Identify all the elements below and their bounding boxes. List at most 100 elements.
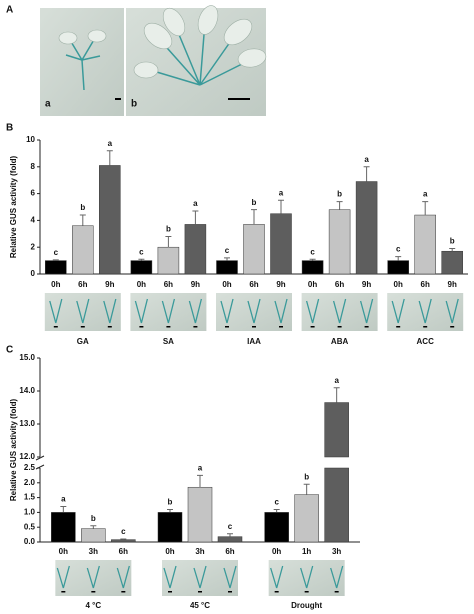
bar <box>441 250 463 275</box>
panel-label: B <box>6 123 13 134</box>
bar <box>355 181 378 275</box>
group-label: ABA <box>331 337 349 346</box>
x-tick-label: 3h <box>89 547 98 556</box>
scale-bar <box>423 326 428 328</box>
y-tick-label: 2 <box>31 242 36 251</box>
scale-bar <box>139 326 144 328</box>
significance-letter: c <box>54 248 59 257</box>
scale-bar <box>337 326 342 328</box>
scale-bar <box>310 326 315 328</box>
significance-letter: c <box>225 246 230 255</box>
x-tick-label: 6h <box>249 280 258 289</box>
error-bar <box>363 166 370 182</box>
x-tick-label: 0h <box>137 280 146 289</box>
significance-letter: a <box>198 464 203 473</box>
bar <box>72 225 94 275</box>
panel-label: A <box>6 5 13 16</box>
seedling <box>188 298 203 324</box>
x-tick-label: 0h <box>222 280 231 289</box>
error-bar <box>165 235 172 248</box>
significance-letter: c <box>310 247 315 256</box>
seedling <box>163 565 177 589</box>
x-tick-label: 0h <box>308 280 317 289</box>
seedling <box>86 565 100 589</box>
seedling <box>49 298 63 324</box>
x-tick-label: 9h <box>276 280 285 289</box>
y-tick-label: 0 <box>31 269 36 278</box>
significance-letter: a <box>364 155 369 164</box>
y-tick-label: 15.0 <box>19 353 35 362</box>
error-bar <box>449 248 456 252</box>
scale-bar <box>80 326 85 328</box>
y-tick-label: 6 <box>31 189 36 198</box>
group-label: 4 °C <box>86 601 102 610</box>
bar <box>387 260 409 275</box>
seedling <box>330 565 344 589</box>
seedling <box>305 298 320 324</box>
group-label: 45 °C <box>190 601 210 610</box>
error-bar <box>60 505 67 513</box>
scale-bar <box>166 326 171 328</box>
significance-letter: b <box>450 237 455 246</box>
significance-letter: b <box>337 190 342 199</box>
x-tick-label: 0h <box>272 547 281 556</box>
error-bar <box>138 258 145 261</box>
bar <box>111 539 136 543</box>
group-label: SA <box>163 337 174 346</box>
x-tick-label: 6h <box>421 280 430 289</box>
seedling <box>220 298 234 324</box>
significance-letter: c <box>228 522 233 531</box>
error-bar <box>336 201 343 210</box>
error-bar <box>303 483 310 495</box>
seedling <box>65 21 251 91</box>
bar <box>187 486 213 543</box>
y-tick-label: 14.0 <box>19 386 35 395</box>
photo <box>216 293 292 331</box>
scale-bar <box>107 326 112 328</box>
y-tick-label: 12.0 <box>19 452 35 461</box>
error-bar <box>106 150 113 166</box>
seedling <box>193 565 207 589</box>
group-label: Drought <box>291 601 322 610</box>
significance-letter: a <box>61 495 66 504</box>
photo <box>387 293 464 331</box>
leaves <box>58 5 267 79</box>
x-tick-label: 9h <box>191 280 200 289</box>
scale-bar <box>304 591 309 593</box>
bar <box>217 536 243 543</box>
error-bar <box>197 474 203 488</box>
significance-letter: c <box>121 527 126 536</box>
seedling <box>116 565 130 589</box>
bar <box>81 528 106 543</box>
bar <box>264 512 289 543</box>
seedling <box>391 298 405 324</box>
axis-break <box>35 455 45 461</box>
y-tick-label: 1.5 <box>24 493 36 502</box>
y-axis-label: Relative GUS activity (fold) <box>9 399 18 502</box>
scale-bar <box>61 591 66 593</box>
seedling <box>418 298 432 324</box>
y-tick-label: 13.0 <box>19 419 35 428</box>
significance-letter: c <box>274 498 279 507</box>
seedling <box>359 298 374 324</box>
bar <box>157 512 183 543</box>
bar <box>328 209 351 275</box>
scale-bar <box>53 326 58 328</box>
error-bar <box>333 387 340 403</box>
error-bar <box>192 210 199 225</box>
bar <box>301 260 324 275</box>
scale-bar <box>450 326 455 328</box>
error-bar <box>90 525 97 529</box>
scale-bar <box>198 591 202 593</box>
scale-bar <box>396 326 401 328</box>
significance-letter: a <box>108 139 113 148</box>
scale-bar <box>193 326 198 328</box>
error-bar <box>227 533 233 537</box>
significance-letter: c <box>396 245 401 254</box>
bar <box>51 512 76 543</box>
seedling <box>103 298 117 324</box>
bar <box>414 214 436 275</box>
x-tick-label: 9h <box>105 280 114 289</box>
